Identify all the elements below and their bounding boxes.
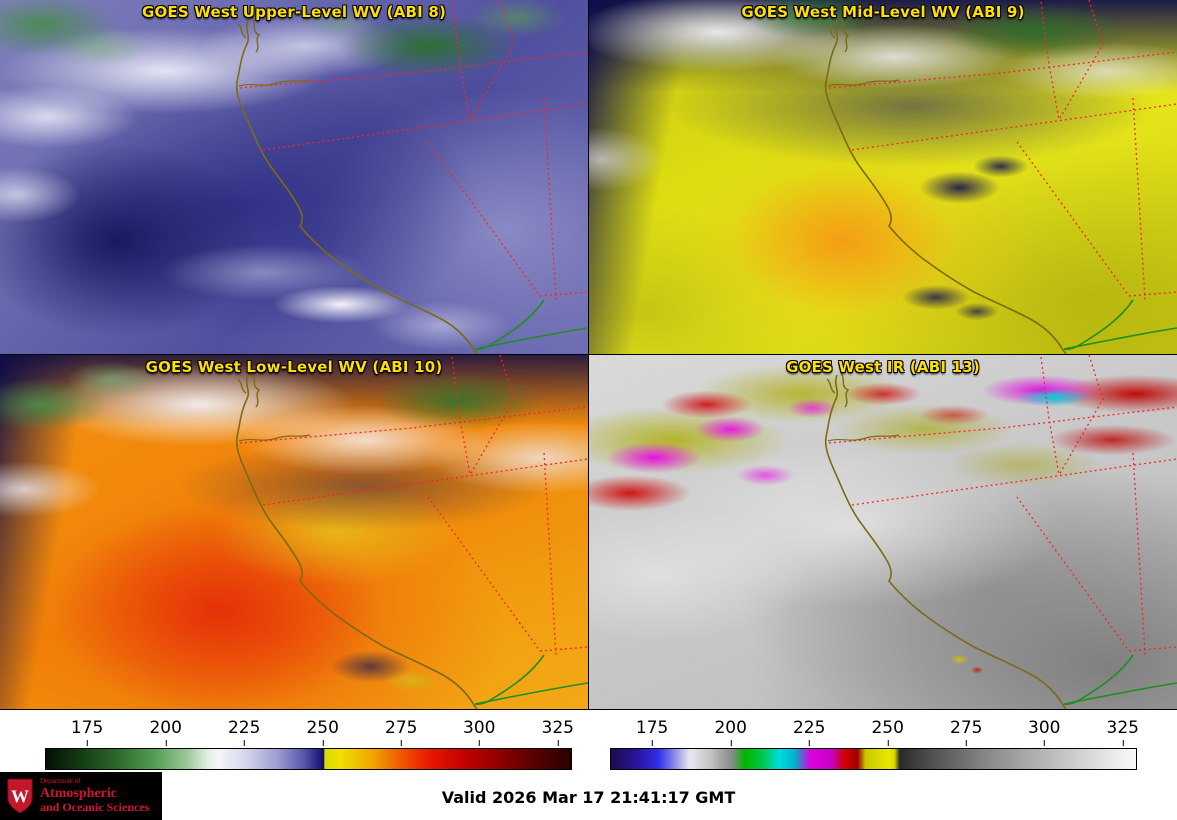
uw-crest-icon: W	[7, 778, 33, 814]
tick-label: 175	[635, 718, 669, 746]
valid-time-label: Valid 2026 Mar 17 21:41:17 GMT	[441, 788, 736, 807]
satellite-imagery-abi8	[0, 0, 588, 354]
colorbar-ir: 175 200 225 250 275 300 325	[588, 718, 1176, 772]
panel-mid-level-wv: GOES West Mid-Level WV (ABI 9)	[589, 0, 1177, 354]
logo-department-line: Department of	[40, 776, 81, 785]
tick-label: 175	[70, 718, 104, 746]
colorbar-ir-tick-labels: 175 200 225 250 275 300 325	[610, 718, 1139, 746]
tick-label: 325	[1106, 718, 1139, 746]
map-overlay	[235, 0, 588, 354]
colorbar-gradient-wv	[45, 748, 572, 770]
logo-atmospheric-line: Atmospheric	[40, 785, 117, 801]
colorbar-gradient-ir	[610, 748, 1137, 770]
tick-label: 300	[1028, 718, 1061, 746]
tick-label: 275	[385, 718, 418, 746]
satellite-imagery-abi9	[589, 0, 1177, 354]
map-overlay	[235, 355, 588, 709]
uw-aos-logo: W Department of Atmospheric and Oceanic …	[0, 772, 162, 820]
panel-upper-level-wv: GOES West Upper-Level WV (ABI 8)	[0, 0, 588, 354]
tick-label: 200	[714, 718, 747, 746]
logo-text: Department of Atmospheric and Oceanic Sc…	[40, 776, 150, 814]
panel-low-level-wv: GOES West Low-Level WV (ABI 10)	[0, 355, 588, 709]
colorbar-wv: 175 200 225 250 275 300 325	[0, 718, 588, 772]
tick-label: 275	[950, 718, 983, 746]
panel-title-abi13: GOES West IR (ABI 13)	[786, 358, 980, 376]
colorbar-wv-tick-labels: 175 200 225 250 275 300 325	[45, 718, 574, 746]
tick-label: 225	[227, 718, 261, 746]
tick-label: 200	[149, 718, 182, 746]
panel-title-abi10: GOES West Low-Level WV (ABI 10)	[145, 358, 443, 376]
map-overlay	[824, 355, 1177, 709]
panel-ir: GOES West IR (ABI 13)	[589, 355, 1177, 709]
tick-label: 250	[871, 718, 904, 746]
tick-label: 300	[463, 718, 496, 746]
colorbar-row: 175 200 225 250 275 300 325 175 200 225 …	[0, 710, 1177, 772]
satellite-panel-grid: GOES West Upper-Level WV (ABI 8) GOES We…	[0, 0, 1177, 710]
tick-label: 325	[541, 718, 574, 746]
svg-text:W: W	[11, 787, 29, 807]
map-overlay	[824, 0, 1177, 354]
panel-title-abi9: GOES West Mid-Level WV (ABI 9)	[741, 3, 1025, 21]
satellite-imagery-abi10	[0, 355, 588, 709]
logo-oceanic-line: and Oceanic Sciences	[40, 799, 150, 814]
tick-label: 250	[306, 718, 339, 746]
satellite-imagery-abi13	[589, 355, 1177, 709]
panel-title-abi8: GOES West Upper-Level WV (ABI 8)	[141, 3, 447, 21]
tick-label: 225	[792, 718, 826, 746]
footer: W Department of Atmospheric and Oceanic …	[0, 772, 1177, 820]
